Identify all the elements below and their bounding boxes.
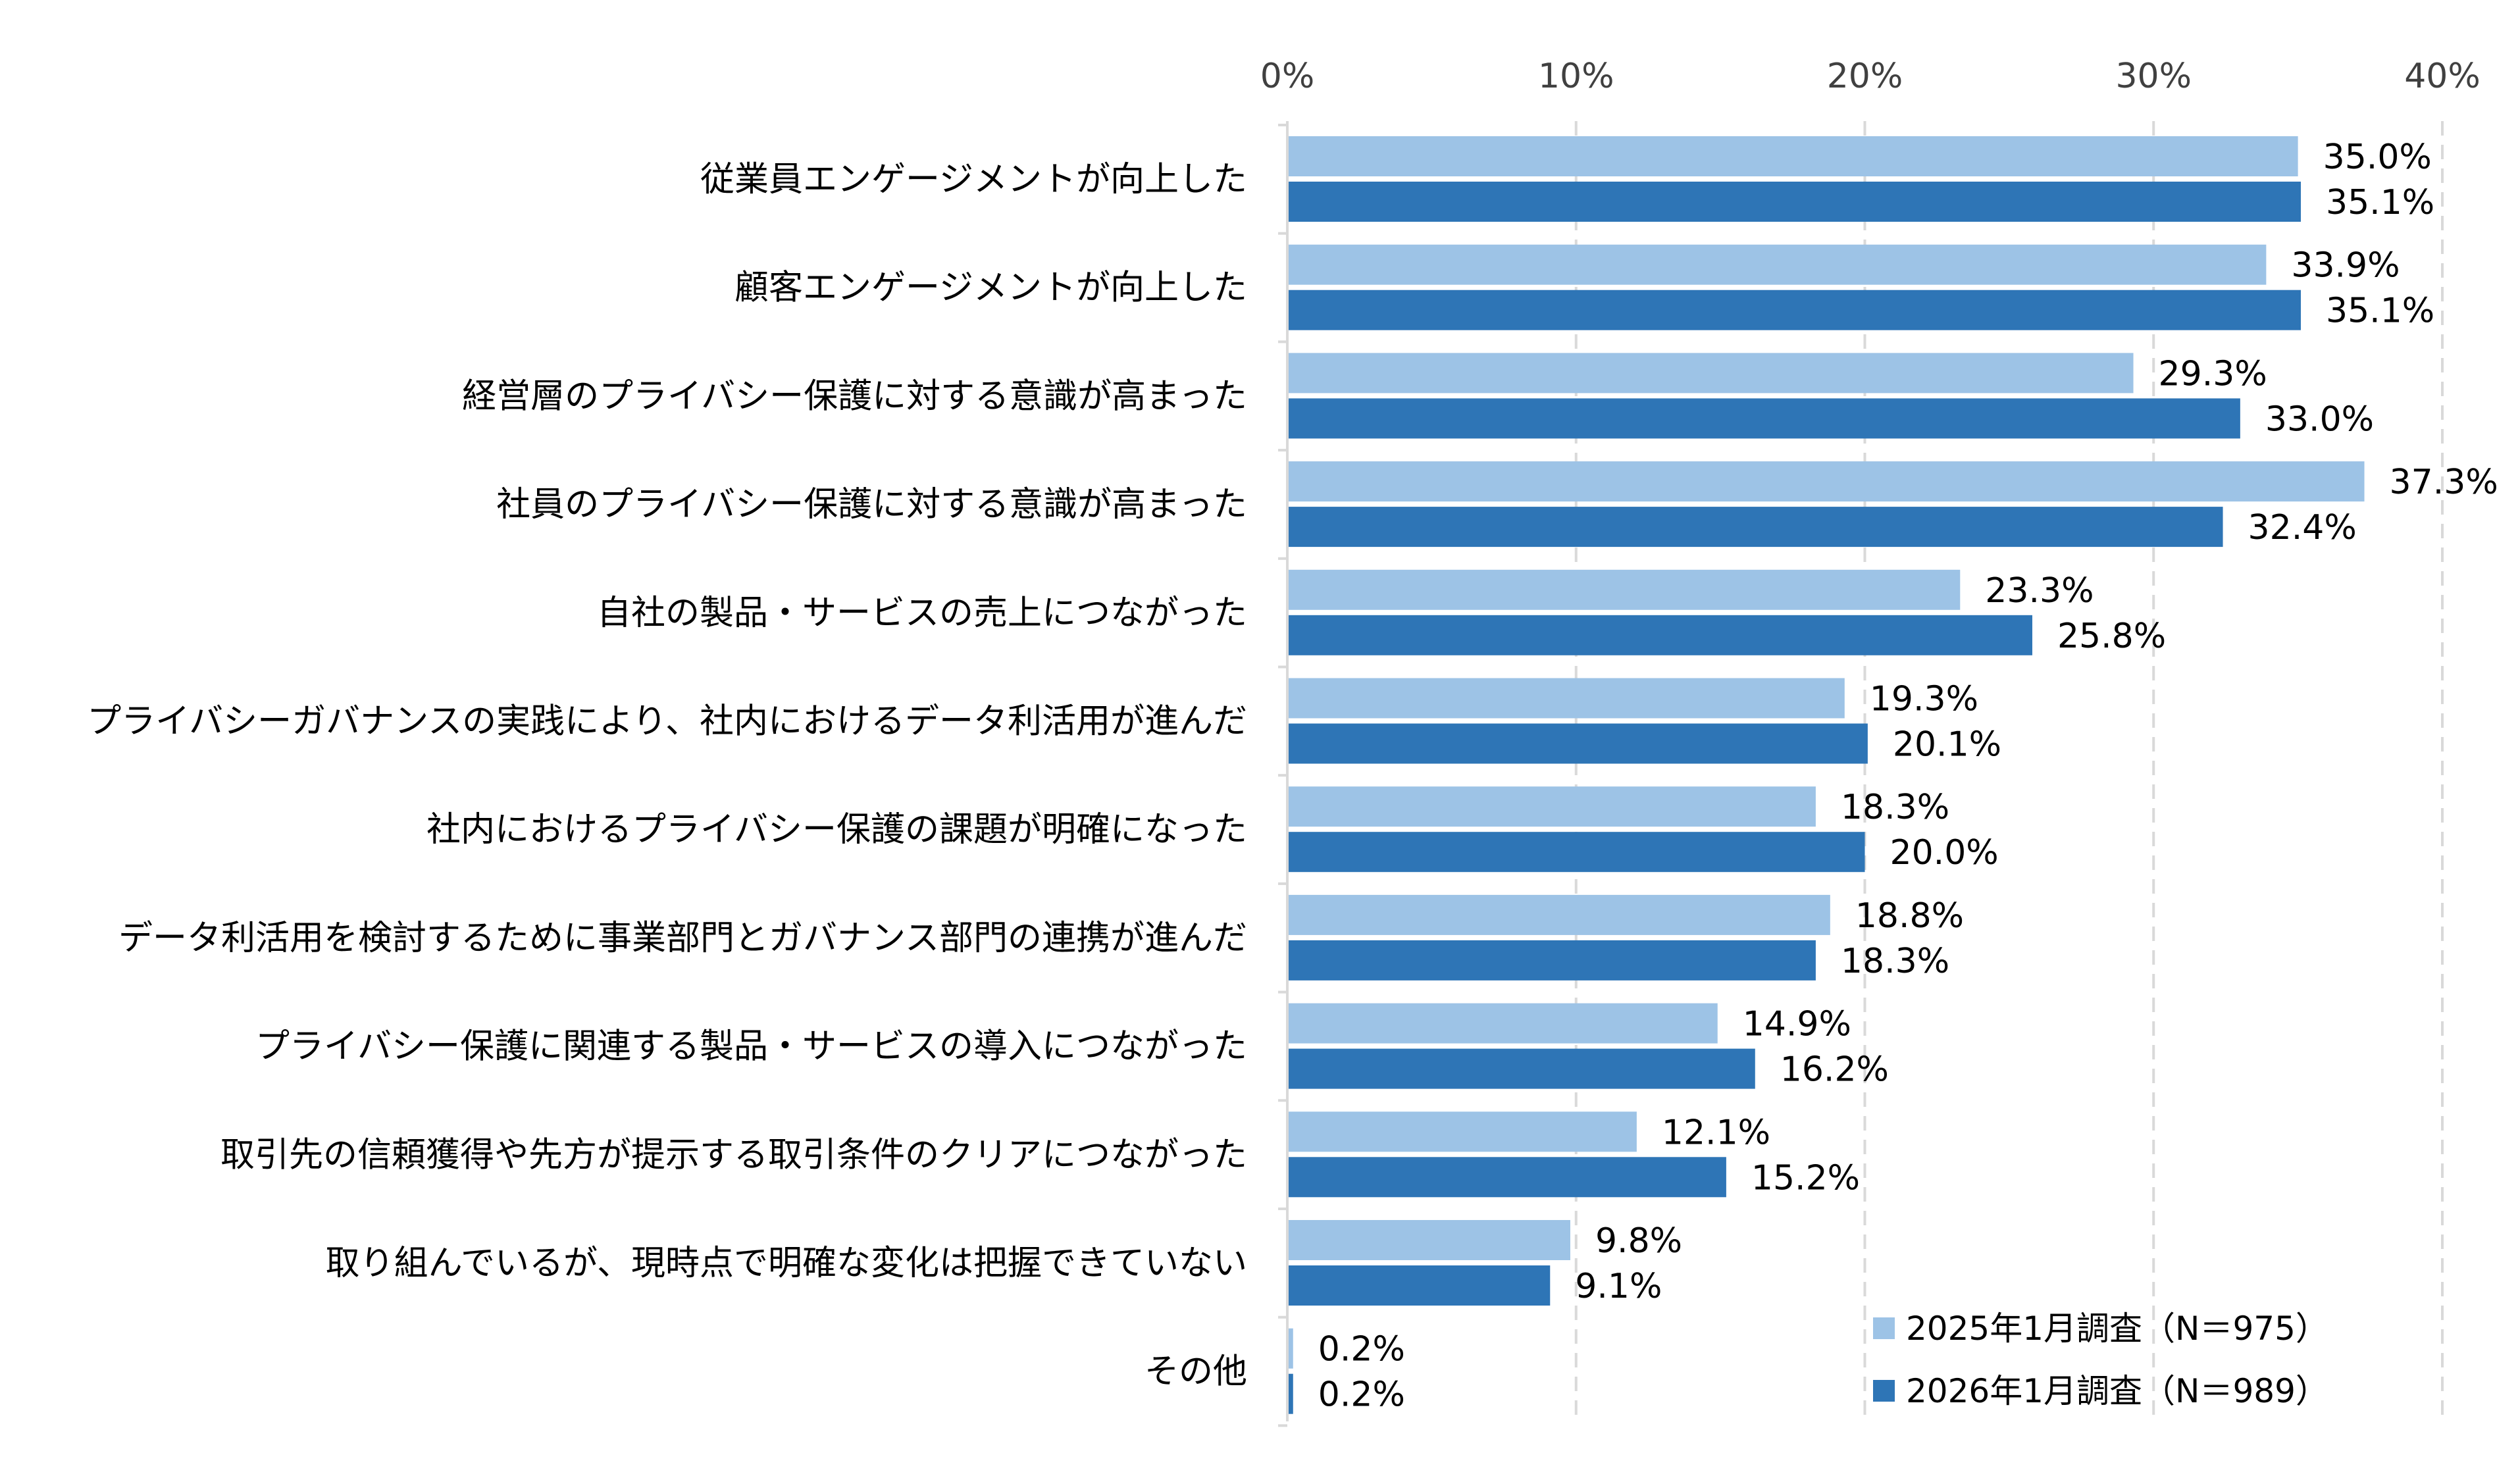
value-label: 32.4%: [2248, 508, 2357, 547]
bar-2026: [1287, 290, 2301, 330]
value-label: 33.0%: [2265, 399, 2374, 439]
value-label: 35.1%: [2326, 292, 2434, 331]
category-label: 顧客エンゲージメントが向上した: [734, 268, 1247, 308]
x-tick-label: 20%: [1827, 57, 1903, 96]
value-label: 0.2%: [1318, 1330, 1405, 1369]
bar-2025: [1287, 894, 1830, 935]
x-tick-label: 10%: [1538, 57, 1614, 96]
value-label: 18.3%: [1841, 942, 1949, 981]
legend-label: 2025年1月調査（N＝975）: [1906, 1310, 2328, 1348]
y-axis: [1278, 121, 1289, 1427]
gridlines: [1574, 121, 2444, 1421]
bar-2026: [1287, 940, 1816, 980]
bar-2025: [1287, 1220, 1570, 1260]
value-label: 25.8%: [2057, 617, 2166, 656]
category-label: 取り組んでいるが、現時点で明確な変化は把握できていない: [326, 1244, 1247, 1283]
category-label: プライバシーガバナンスの実践により、社内におけるデータ利活用が進んだ: [87, 702, 1247, 742]
bar-2025: [1287, 786, 1816, 827]
value-label: 37.3%: [2390, 463, 2498, 502]
value-label: 16.2%: [1780, 1050, 1889, 1090]
bar-2026: [1287, 832, 1865, 873]
x-axis-ticks: 0% 10% 20% 30% 40%: [1260, 57, 2481, 96]
value-label: 19.3%: [1870, 680, 1978, 719]
bar-2025: [1287, 461, 2365, 502]
bar-2025: [1287, 569, 1961, 610]
value-label: 0.2%: [1318, 1375, 1405, 1415]
bar-2025: [1287, 1003, 1718, 1044]
category-label: 自社の製品・サービスの売上につながった: [597, 594, 1247, 633]
value-label: 14.9%: [1743, 1005, 1851, 1044]
category-label: 社員のプライバシー保護に対する意識が高まった: [496, 485, 1247, 524]
x-tick-label: 30%: [2115, 57, 2192, 96]
x-tick-label: 40%: [2404, 57, 2481, 96]
value-label: 18.3%: [1841, 788, 1949, 827]
category-labels: 従業員エンゲージメントが向上した顧客エンゲージメントが向上した経営層のプライバシ…: [87, 160, 1247, 1392]
value-label: 35.1%: [2326, 183, 2434, 222]
bar-2026: [1287, 1048, 1755, 1089]
value-label: 29.3%: [2159, 354, 2267, 394]
value-label: 12.1%: [1662, 1113, 1770, 1152]
bar-2025: [1287, 1111, 1637, 1152]
x-tick-label: 0%: [1260, 57, 1315, 96]
bar-2026: [1287, 1373, 1293, 1414]
value-label: 9.8%: [1595, 1221, 1682, 1261]
bar-2026: [1287, 398, 2240, 439]
legend-swatch: [1873, 1380, 1895, 1402]
bar-2025: [1287, 244, 2267, 285]
bar-2026: [1287, 723, 1868, 764]
bar-2026: [1287, 507, 2223, 547]
category-label: 社内におけるプライバシー保護の課題が明確になった: [426, 810, 1247, 850]
bar-2026: [1287, 1265, 1551, 1306]
legend: 2025年1月調査（N＝975） 2026年1月調査（N＝989）: [1873, 1310, 2328, 1410]
value-label: 35.0%: [2323, 138, 2432, 177]
value-label: 20.0%: [1890, 833, 1999, 873]
legend-swatch: [1873, 1317, 1895, 1339]
bar-2025: [1287, 1328, 1293, 1369]
bar-2025: [1287, 136, 2298, 176]
category-label: プライバシー保護に関連する製品・サービスの導入につながった: [255, 1027, 1247, 1067]
category-label: 取引先の信頼獲得や先方が提示する取引条件のクリアにつながった: [220, 1135, 1247, 1175]
category-label: 経営層のプライバシー保護に対する意識が高まった: [462, 376, 1247, 416]
bar-2025: [1287, 353, 2134, 394]
value-label: 15.2%: [1751, 1158, 1860, 1198]
bar-2026: [1287, 182, 2301, 222]
bars: [1287, 136, 2365, 1414]
value-label: 9.1%: [1575, 1267, 1662, 1306]
value-label: 20.1%: [1893, 725, 2001, 765]
value-label: 33.9%: [2291, 246, 2400, 286]
bar-2025: [1287, 678, 1845, 719]
bar-2026: [1287, 615, 2032, 655]
category-label: その他: [1144, 1352, 1247, 1392]
value-label: 18.8%: [1855, 896, 1964, 936]
bar-2026: [1287, 1157, 1726, 1198]
legend-label: 2026年1月調査（N＝989）: [1906, 1372, 2328, 1410]
value-labels: 35.0% 35.1% 33.9% 35.1% 29.3% 33.0% 37.3% 32.4%…: [1318, 138, 2498, 1415]
category-label: データ利活用を検討するために事業部門とガバナンス部門の連携が進んだ: [118, 919, 1247, 958]
value-label: 23.3%: [1985, 571, 2094, 611]
category-label: 従業員エンゲージメントが向上した: [700, 160, 1247, 199]
